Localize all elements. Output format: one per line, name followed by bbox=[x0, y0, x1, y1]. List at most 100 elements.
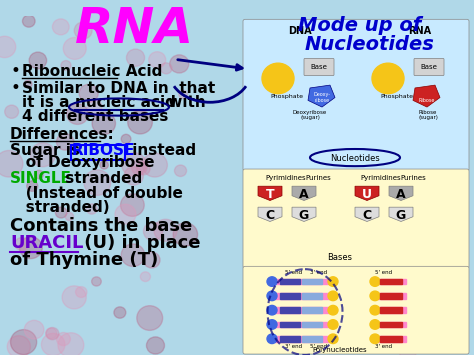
Bar bbox=[378, 322, 406, 327]
Circle shape bbox=[62, 286, 86, 309]
Text: Purines: Purines bbox=[305, 175, 331, 181]
Circle shape bbox=[170, 55, 189, 73]
Circle shape bbox=[328, 291, 338, 301]
Circle shape bbox=[434, 300, 445, 310]
Circle shape bbox=[370, 291, 380, 301]
Text: Contains the base: Contains the base bbox=[10, 217, 192, 235]
Circle shape bbox=[328, 305, 338, 315]
Bar bbox=[302, 336, 322, 342]
Text: with: with bbox=[163, 95, 206, 110]
Circle shape bbox=[63, 38, 86, 59]
Polygon shape bbox=[389, 186, 413, 201]
Text: 4 different bases: 4 different bases bbox=[22, 109, 168, 124]
Circle shape bbox=[91, 277, 101, 286]
Text: 5' end: 5' end bbox=[285, 270, 302, 275]
Text: Base: Base bbox=[310, 64, 328, 70]
Text: 3' end: 3' end bbox=[310, 270, 327, 275]
FancyBboxPatch shape bbox=[243, 266, 469, 354]
Text: Nucleotides: Nucleotides bbox=[305, 35, 435, 54]
Circle shape bbox=[15, 237, 28, 251]
Circle shape bbox=[437, 319, 447, 329]
Text: RNA: RNA bbox=[75, 5, 194, 53]
Polygon shape bbox=[355, 207, 379, 222]
Circle shape bbox=[378, 291, 395, 307]
Circle shape bbox=[142, 153, 167, 177]
Circle shape bbox=[404, 304, 428, 326]
Circle shape bbox=[7, 336, 30, 355]
Circle shape bbox=[46, 328, 57, 339]
Text: Phosphate: Phosphate bbox=[270, 93, 303, 98]
Text: RNA: RNA bbox=[409, 26, 431, 36]
Bar bbox=[280, 336, 300, 342]
Circle shape bbox=[58, 333, 84, 355]
FancyBboxPatch shape bbox=[243, 19, 469, 171]
Text: it is a: it is a bbox=[22, 95, 75, 110]
Circle shape bbox=[128, 110, 152, 134]
Circle shape bbox=[174, 165, 187, 176]
Circle shape bbox=[131, 160, 147, 175]
Circle shape bbox=[84, 170, 111, 195]
Text: SINGLE: SINGLE bbox=[10, 171, 72, 186]
Circle shape bbox=[367, 339, 381, 353]
Circle shape bbox=[370, 320, 380, 329]
Polygon shape bbox=[389, 207, 413, 222]
Text: 3' end: 3' end bbox=[375, 344, 392, 349]
Text: C: C bbox=[363, 209, 372, 222]
Text: Pyrimidines: Pyrimidines bbox=[360, 175, 401, 181]
Circle shape bbox=[74, 22, 92, 39]
Bar bbox=[302, 279, 322, 284]
Circle shape bbox=[388, 250, 397, 259]
Bar bbox=[380, 293, 402, 299]
Circle shape bbox=[399, 343, 417, 355]
Text: instead: instead bbox=[127, 143, 196, 158]
Bar bbox=[380, 307, 402, 313]
Text: (sugar): (sugar) bbox=[418, 115, 438, 120]
Circle shape bbox=[46, 328, 59, 340]
Circle shape bbox=[328, 320, 338, 329]
Text: Deoxy-
ribose: Deoxy- ribose bbox=[313, 92, 330, 103]
Bar bbox=[280, 322, 300, 327]
Bar bbox=[380, 322, 402, 327]
Circle shape bbox=[362, 252, 371, 261]
Polygon shape bbox=[355, 186, 379, 201]
Text: A: A bbox=[396, 188, 406, 201]
Bar bbox=[380, 279, 402, 284]
Circle shape bbox=[398, 303, 419, 324]
Text: Differences:: Differences: bbox=[10, 126, 115, 142]
Circle shape bbox=[448, 244, 457, 253]
Circle shape bbox=[144, 222, 163, 240]
Text: Deoxyribose: Deoxyribose bbox=[293, 110, 327, 115]
Bar bbox=[275, 336, 330, 342]
FancyBboxPatch shape bbox=[414, 59, 444, 76]
Bar bbox=[302, 307, 322, 313]
Text: (sugar): (sugar) bbox=[300, 115, 320, 120]
Text: stranded): stranded) bbox=[10, 200, 109, 215]
Circle shape bbox=[328, 334, 338, 344]
Bar bbox=[280, 307, 300, 313]
Circle shape bbox=[53, 19, 69, 35]
Circle shape bbox=[100, 161, 109, 169]
Circle shape bbox=[417, 243, 438, 263]
Circle shape bbox=[452, 301, 466, 315]
Text: URACIL: URACIL bbox=[10, 234, 83, 252]
Circle shape bbox=[149, 52, 166, 68]
Text: A: A bbox=[299, 188, 309, 201]
Text: 5' end: 5' end bbox=[310, 344, 327, 349]
Circle shape bbox=[24, 320, 44, 339]
Circle shape bbox=[370, 334, 380, 344]
Circle shape bbox=[115, 204, 136, 224]
Bar bbox=[275, 293, 330, 299]
Circle shape bbox=[24, 80, 32, 88]
Text: •: • bbox=[10, 79, 20, 97]
Polygon shape bbox=[258, 207, 282, 222]
Circle shape bbox=[67, 104, 88, 124]
Circle shape bbox=[56, 333, 70, 346]
Text: Ribose: Ribose bbox=[419, 110, 437, 115]
Circle shape bbox=[35, 170, 43, 179]
Text: (Instead of double: (Instead of double bbox=[10, 186, 183, 201]
Bar bbox=[275, 279, 330, 284]
Circle shape bbox=[5, 105, 18, 118]
Circle shape bbox=[351, 239, 373, 259]
Text: Mode up of: Mode up of bbox=[298, 16, 422, 35]
Circle shape bbox=[328, 277, 338, 286]
